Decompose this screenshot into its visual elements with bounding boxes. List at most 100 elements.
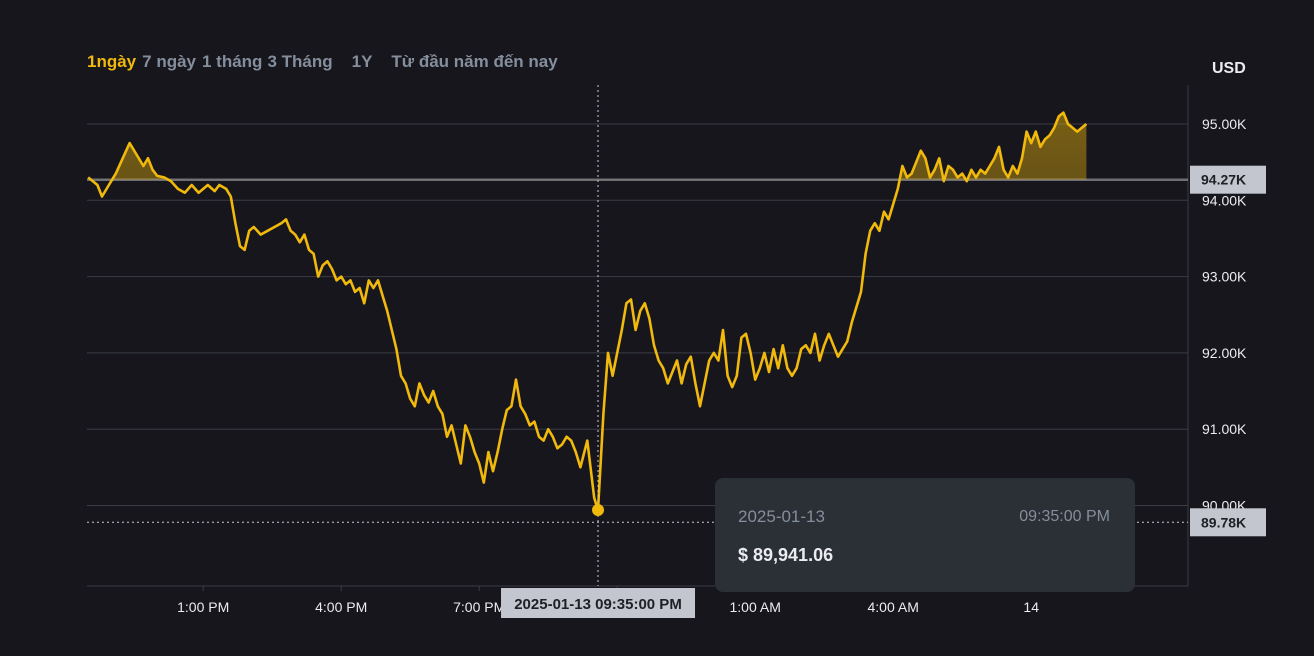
data-point: [1062, 111, 1065, 114]
data-point: [942, 180, 945, 183]
y-tick-label: 93.00K: [1202, 269, 1247, 285]
data-point: [390, 329, 393, 332]
data-point: [1016, 172, 1019, 175]
y-tick-label: 95.00K: [1202, 116, 1247, 132]
data-point: [804, 344, 807, 347]
tab-year-to-date[interactable]: Từ đầu năm đến nay: [391, 52, 558, 71]
data-point: [574, 451, 577, 454]
data-point: [703, 382, 706, 385]
data-point: [717, 359, 720, 362]
data-point: [248, 229, 251, 232]
tooltip-price: $ 89,941.06: [738, 545, 834, 565]
data-point: [745, 332, 748, 335]
tab-7-days[interactable]: 7 ngày: [142, 52, 196, 71]
x-tick-label: 4:00 PM: [315, 599, 367, 615]
data-point: [1011, 165, 1014, 168]
data-point: [190, 184, 193, 187]
data-point: [450, 424, 453, 427]
data-point: [482, 481, 485, 484]
data-point: [413, 405, 416, 408]
tab-1-year[interactable]: 1Y: [351, 52, 373, 71]
data-point: [496, 451, 499, 454]
data-point: [229, 195, 232, 198]
price-tag-open: 94.27K: [1201, 172, 1246, 188]
data-point: [432, 390, 435, 393]
x-tick-label: 1:00 PM: [177, 599, 229, 615]
data-point: [528, 424, 531, 427]
x-tick-label: 14: [1023, 599, 1039, 615]
data-point: [685, 363, 688, 366]
data-point: [883, 210, 886, 213]
data-point: [354, 290, 357, 293]
data-point: [218, 184, 221, 187]
data-point: [768, 371, 771, 374]
data-point: [519, 405, 522, 408]
data-point: [151, 168, 154, 171]
data-point: [712, 351, 715, 354]
data-point: [896, 187, 899, 190]
data-point: [887, 218, 890, 221]
data-point: [1048, 134, 1051, 137]
data-point: [850, 321, 853, 324]
price-tooltip: 2025-01-13 09:35:00 PM $ 89,941.06: [715, 478, 1135, 592]
crosshair-time-tag-bg: [501, 588, 696, 618]
data-point: [381, 294, 384, 297]
highlight-point: [592, 503, 605, 516]
tooltip-time: 09:35:00 PM: [1019, 508, 1110, 525]
data-point: [947, 165, 950, 168]
data-point: [423, 393, 426, 396]
data-point: [781, 344, 784, 347]
data-point: [758, 367, 761, 370]
data-point: [135, 153, 138, 156]
data-point: [777, 367, 780, 370]
data-point: [551, 435, 554, 438]
tab-1-month[interactable]: 1 tháng: [202, 52, 263, 71]
data-point: [763, 351, 766, 354]
data-point: [956, 176, 959, 179]
tab-1-day[interactable]: 1ngày: [87, 52, 137, 71]
data-point: [409, 397, 412, 400]
data-point: [197, 191, 200, 194]
data-point: [436, 405, 439, 408]
data-point: [243, 248, 246, 251]
data-point: [308, 248, 311, 251]
data-point: [87, 176, 90, 179]
data-point: [294, 233, 297, 236]
data-point: [984, 172, 987, 175]
data-point: [400, 374, 403, 377]
data-point: [128, 142, 131, 145]
data-point: [975, 176, 978, 179]
data-point: [427, 401, 430, 404]
x-tick-label: 4:00 AM: [868, 599, 919, 615]
data-point: [832, 344, 835, 347]
data-point: [823, 344, 826, 347]
price-tag-low-bg: [1190, 508, 1266, 537]
tab-3-months[interactable]: 3 Tháng: [267, 52, 333, 71]
data-point: [487, 451, 490, 454]
data-point: [952, 168, 955, 171]
data-point: [363, 302, 366, 305]
data-point: [1057, 115, 1060, 118]
data-point: [846, 340, 849, 343]
data-point: [469, 435, 472, 438]
data-point: [680, 382, 683, 385]
data-point: [841, 348, 844, 351]
data-point: [657, 359, 660, 362]
x-tick-label: 1:00 AM: [730, 599, 781, 615]
data-point: [170, 180, 173, 183]
data-point: [938, 157, 941, 160]
data-point: [259, 233, 262, 236]
data-point: [418, 382, 421, 385]
data-point: [643, 302, 646, 305]
data-point: [565, 435, 568, 438]
data-point: [312, 252, 315, 255]
data-point: [142, 165, 145, 168]
data-point: [533, 420, 536, 423]
data-point: [234, 222, 237, 225]
data-point: [107, 184, 110, 187]
data-point: [653, 344, 656, 347]
data-point: [924, 157, 927, 160]
data-point: [570, 439, 573, 442]
data-point: [625, 302, 628, 305]
data-point: [1053, 126, 1056, 129]
